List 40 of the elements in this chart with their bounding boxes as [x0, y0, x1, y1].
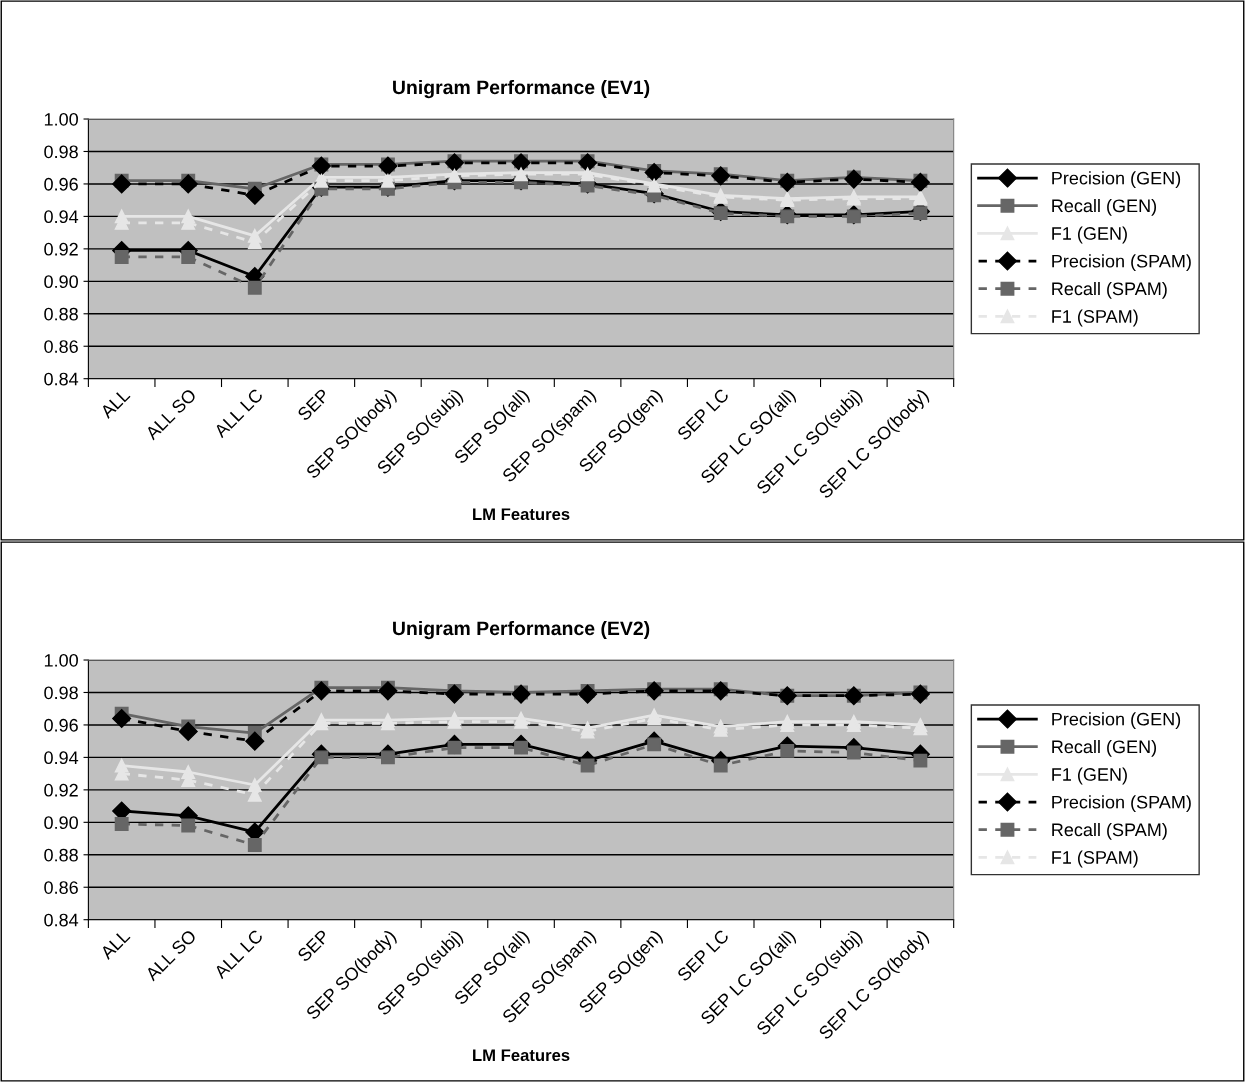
chart-title: Unigram Performance (EV1): [393, 79, 650, 99]
x-tick-label: ALL SO: [144, 387, 197, 441]
y-tick-label: 0.92: [44, 242, 78, 256]
x-axis-title: LM Features: [473, 508, 570, 521]
y-tick-label: 0.90: [44, 275, 78, 289]
x-tick-label: ALL: [99, 387, 131, 419]
y-tick-label: 1.00: [44, 653, 78, 667]
y-tick-label: 0.90: [44, 816, 78, 830]
x-tick-label: ALL SO: [144, 928, 197, 982]
y-tick-label: 0.96: [44, 177, 78, 191]
legend-label: Precision (GEN): [1052, 171, 1181, 189]
y-tick-label: 0.88: [44, 307, 78, 321]
y-tick-label: 0.96: [44, 718, 78, 732]
legend-label: Precision (SPAM): [1052, 254, 1191, 272]
chart-title: Unigram Performance (EV2): [393, 620, 650, 640]
x-tick-label: ALL LC: [213, 387, 264, 439]
legend-label: Recall (SPAM): [1052, 281, 1167, 299]
y-tick-label: 0.92: [44, 783, 78, 797]
y-tick-label: 0.84: [44, 372, 79, 386]
y-tick-label: 0.94: [44, 210, 79, 224]
legend-label: Recall (GEN): [1052, 739, 1157, 757]
y-tick-label: 0.98: [44, 686, 78, 700]
y-tick-label: 0.98: [44, 145, 78, 159]
y-tick-label: 0.86: [44, 340, 78, 353]
legend-label: Recall (SPAM): [1052, 822, 1167, 840]
legend-label: F1 (GEN): [1052, 767, 1127, 785]
y-tick-label: 1.00: [44, 112, 78, 126]
legend-label: F1 (GEN): [1052, 226, 1127, 244]
y-tick-label: 0.84: [44, 913, 79, 927]
x-axis-title: LM Features: [473, 1049, 570, 1062]
x-tick-label: ALL: [99, 928, 131, 960]
legend-label: F1 (SPAM): [1052, 850, 1138, 868]
y-tick-label: 0.94: [44, 751, 79, 765]
legend-label: F1 (SPAM): [1052, 309, 1138, 327]
y-tick-label: 0.86: [44, 881, 78, 894]
legend-label: Precision (SPAM): [1052, 795, 1191, 813]
legend-label: Recall (GEN): [1052, 198, 1157, 216]
legend-label: Precision (GEN): [1052, 712, 1181, 730]
y-tick-label: 0.88: [44, 848, 78, 862]
x-tick-label: ALL LC: [213, 928, 264, 980]
